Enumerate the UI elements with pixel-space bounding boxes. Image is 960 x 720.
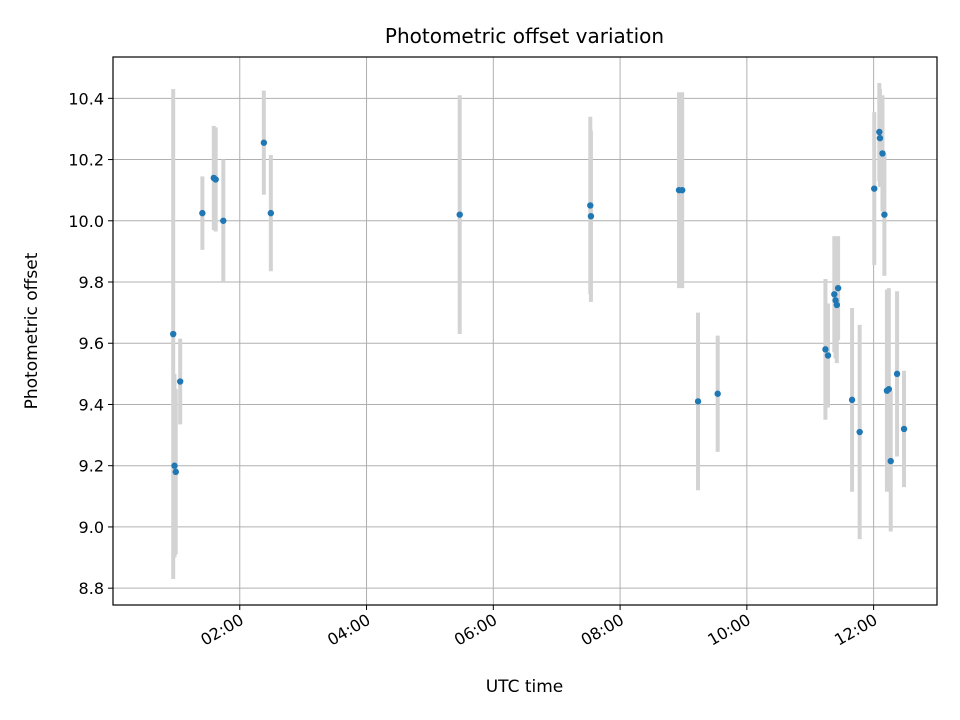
- data-point: [881, 211, 888, 218]
- data-point: [171, 462, 178, 469]
- y-tick-label: 9.0: [79, 518, 104, 537]
- data-point: [170, 330, 177, 338]
- y-tick-label: 9.6: [79, 334, 104, 353]
- data-point: [834, 284, 842, 292]
- chart-title: Photometric offset variation: [385, 24, 664, 48]
- y-tick-label: 9.8: [79, 273, 104, 292]
- data-point: [220, 217, 227, 224]
- data-point: [885, 385, 893, 393]
- data-point: [856, 428, 863, 436]
- data-point: [833, 301, 841, 309]
- data-point: [876, 134, 884, 142]
- data-point: [871, 185, 878, 192]
- data-point: [822, 346, 829, 353]
- data-point: [848, 396, 856, 404]
- y-tick-label: 10.0: [68, 212, 104, 231]
- plot-frame: [112, 56, 938, 606]
- data-point: [831, 291, 838, 298]
- data-point: [260, 139, 268, 146]
- data-point: [714, 390, 721, 397]
- data-point: [199, 209, 206, 217]
- x-axis-label: UTC time: [486, 677, 564, 697]
- data-point: [678, 186, 686, 194]
- data-point: [176, 378, 184, 385]
- data-point: [879, 150, 886, 157]
- y-tick-label: 10.2: [68, 151, 104, 170]
- data-point: [587, 212, 595, 220]
- data-point: [212, 176, 219, 183]
- y-tick-label: 8.8: [79, 579, 104, 598]
- data-point: [172, 468, 179, 476]
- y-axis: 8.8 9.0 9.2 9.4 9.6 9.8 10.0 10.2 10.4: [68, 89, 113, 598]
- y-tick-label: 9.4: [79, 395, 104, 414]
- data-point: [824, 352, 832, 359]
- y-axis-label: Photometric offset: [22, 252, 42, 409]
- y-tick-label: 10.4: [68, 89, 104, 108]
- data-point: [876, 128, 883, 136]
- data-point: [887, 457, 894, 465]
- data-point: [456, 211, 463, 218]
- y-tick-label: 9.2: [79, 457, 104, 476]
- data-point: [694, 398, 702, 405]
- data-point: [267, 209, 275, 217]
- data-point: [893, 370, 901, 378]
- data-point: [900, 425, 908, 433]
- data-points: [170, 128, 908, 476]
- data-point: [587, 202, 594, 209]
